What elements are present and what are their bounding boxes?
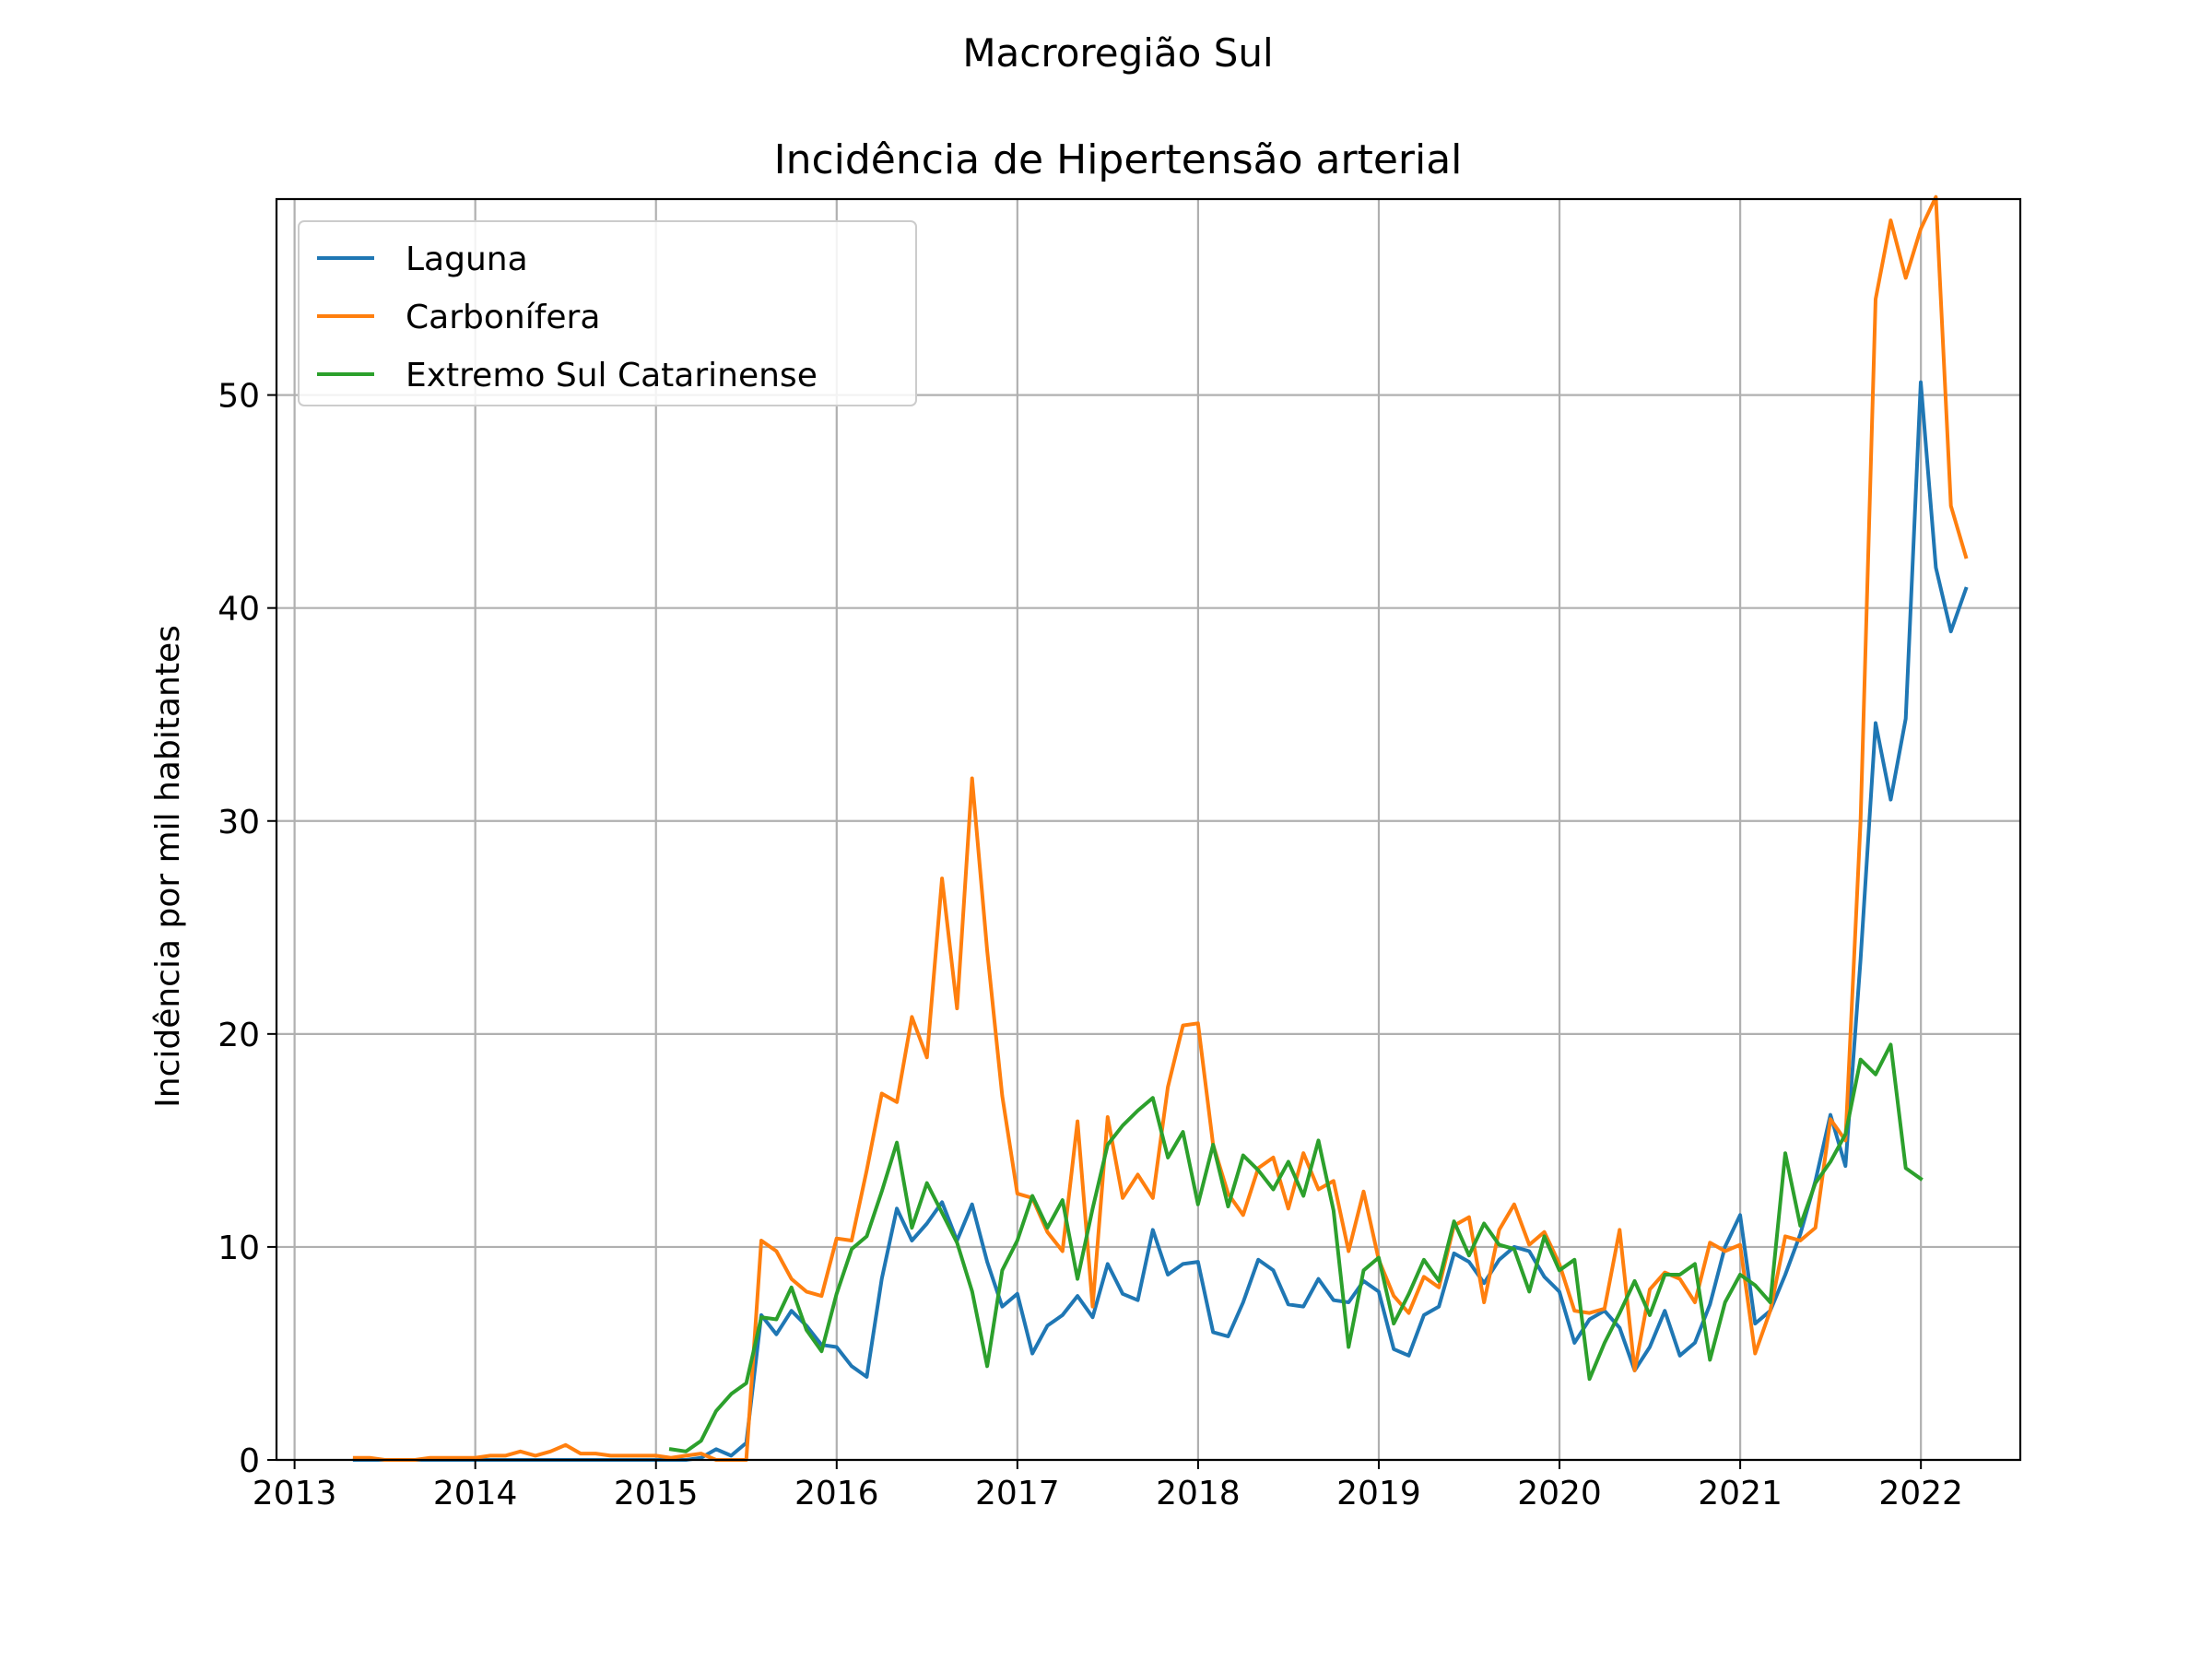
x-tick-label: 2021 — [1698, 1475, 1783, 1512]
y-tick-label: 40 — [218, 591, 260, 629]
legend: Laguna Carbonífera Extremo Sul Catarinense — [299, 221, 916, 406]
y-tick-label: 20 — [218, 1017, 260, 1054]
x-tick-label: 2020 — [1517, 1475, 1602, 1512]
y-tick-label: 0 — [239, 1442, 260, 1480]
chart-title: Incidência de Hipertensão arterial — [774, 136, 1463, 183]
x-tick-label: 2019 — [1336, 1475, 1421, 1512]
x-tick-label: 2017 — [975, 1475, 1060, 1512]
x-tick-label: 2015 — [614, 1475, 699, 1512]
series-line-laguna — [355, 382, 1966, 1460]
x-tick-label: 2013 — [253, 1475, 337, 1512]
legend-label: Carbonífera — [406, 299, 600, 336]
y-tick-label: 30 — [218, 804, 260, 841]
x-tick-label: 2018 — [1156, 1475, 1241, 1512]
y-axis-label: Incidência por mil habitantes — [149, 625, 187, 1108]
legend-label: Extremo Sul Catarinense — [406, 357, 818, 394]
legend-label: Laguna — [406, 241, 528, 278]
chart-suptitle: Macroregião Sul — [962, 30, 1273, 76]
x-tick-label: 2022 — [1878, 1475, 1963, 1512]
axis-ticks: 2013 2014 2015 2016 2017 2018 2019 2020 2021 2022… — [218, 378, 1963, 1512]
x-tick-label: 2014 — [433, 1475, 518, 1512]
y-tick-label: 50 — [218, 378, 260, 416]
x-tick-label: 2016 — [794, 1475, 879, 1512]
y-tick-label: 10 — [218, 1230, 260, 1267]
